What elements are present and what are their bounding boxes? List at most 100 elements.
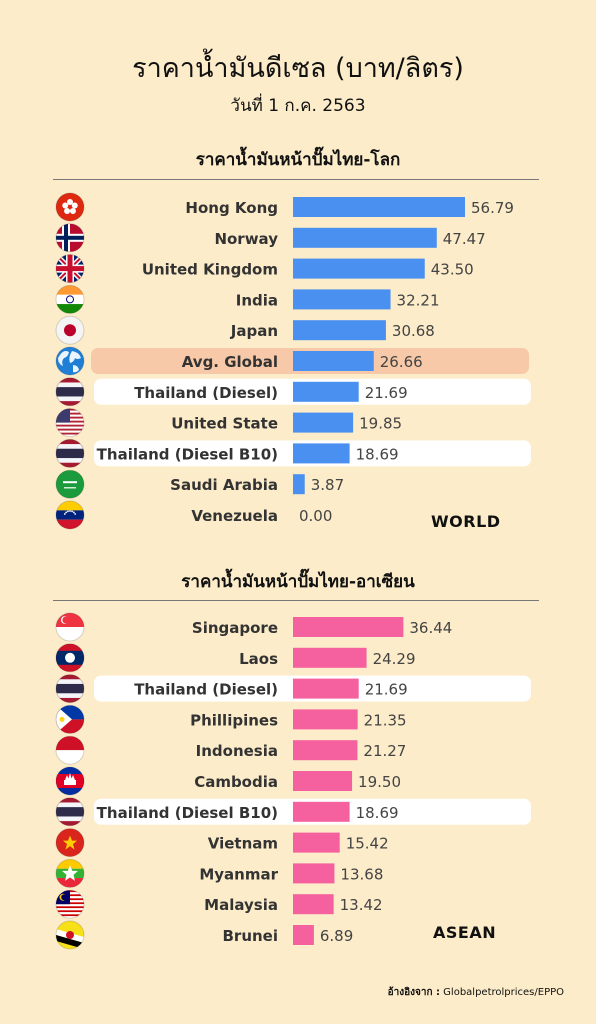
malaysia-flag-icon — [55, 889, 85, 919]
vietnam-flag-icon — [55, 828, 85, 858]
world-bar-chart-svg: Hong Kong 56.79 Norway 47.47 United Kingdom 4… — [55, 192, 531, 530]
thailand-flag-icon — [55, 438, 85, 468]
asean-category-label: Cambodia — [194, 773, 278, 791]
hongkong-flag-icon — [55, 192, 85, 222]
usa-flag-icon — [55, 408, 85, 438]
venezuela-flag-icon — [55, 500, 85, 530]
asean-value-label: 24.29 — [373, 650, 416, 668]
world-value-label: 30.68 — [392, 322, 435, 340]
uk-flag-icon — [55, 254, 85, 284]
saudi-flag-icon — [55, 469, 85, 499]
laos-flag-icon — [55, 643, 85, 673]
asean-section-title: ราคาน้ำมันหน้าปั๊มไทย-อาเซียน — [181, 572, 415, 592]
world-category-label: Norway — [214, 230, 278, 248]
asean-value-label: 19.50 — [358, 773, 401, 791]
asean-value-label: 21.69 — [365, 681, 408, 699]
source-note: อ้างอิงจาก : Globalpetrolprices/EPPO — [388, 985, 564, 1000]
india-flag-icon — [55, 284, 85, 314]
asean-bar — [293, 771, 353, 791]
asean-category-label: Malaysia — [204, 896, 278, 914]
asean-category-label: Phillipines — [190, 711, 278, 729]
cambodia-flag-icon — [55, 766, 85, 796]
world-bar — [293, 289, 391, 310]
asean-bar — [293, 617, 404, 637]
world-bar — [293, 381, 359, 402]
asean-bar — [293, 832, 340, 853]
asean-value-label: 18.69 — [356, 804, 399, 822]
source-label: อ้างอิงจาก : — [387, 987, 440, 998]
world-bar — [293, 227, 437, 248]
world-value-label: 21.69 — [365, 384, 408, 402]
thailand-flag-icon — [55, 377, 85, 407]
world-bar — [293, 412, 354, 433]
asean-bar-chart-svg: Singapore 36.44 Laos 24.29 Thailand (Diesel)… — [55, 612, 531, 950]
world-bar — [293, 351, 374, 371]
asean-bar — [293, 801, 350, 822]
world-category-label: Japan — [230, 322, 278, 340]
asean-bar — [293, 740, 358, 761]
indonesia-flag-icon — [55, 735, 85, 765]
world-value-label: 47.47 — [443, 230, 486, 248]
world-value-label: 56.79 — [471, 199, 514, 217]
page-title: ราคาน้ำมันดีเซล (บาท/ลิตร) — [132, 53, 464, 84]
asean-category-label: Thailand (Diesel B10) — [97, 804, 278, 822]
world-bar — [293, 197, 465, 217]
japan-flag-icon — [55, 315, 85, 345]
asean-bar — [293, 678, 359, 699]
asean-category-label: Brunei — [222, 927, 278, 945]
asean-category-label: Thailand (Diesel) — [134, 681, 278, 699]
asean-tag: ASEAN — [433, 923, 497, 942]
world-bar — [293, 258, 425, 279]
world-category-label: United Kingdom — [142, 261, 278, 279]
asean-value-label: 36.44 — [409, 619, 452, 637]
world-category-label: Venezuela — [191, 507, 278, 525]
myanmar-flag-icon — [55, 858, 85, 888]
asean-value-label: 13.42 — [340, 896, 383, 914]
asean-divider — [53, 600, 539, 601]
world-value-label: 3.87 — [311, 476, 344, 494]
world-value-label: 0.00 — [299, 507, 332, 525]
source-value: Globalpetrolprices/EPPO — [443, 987, 564, 998]
asean-chart: Singapore 36.44 Laos 24.29 Thailand (Diesel)… — [0, 610, 596, 959]
page-date: วันที่ 1 ก.ค. 2563 — [230, 96, 366, 116]
asean-category-label: Myanmar — [199, 865, 278, 883]
asean-bar — [293, 863, 335, 884]
asean-bar — [293, 925, 314, 945]
world-tag: WORLD — [431, 512, 501, 531]
world-bar — [293, 474, 305, 495]
asean-category-label: Vietnam — [208, 835, 278, 853]
world-category-label: United State — [171, 415, 278, 433]
world-category-label: Hong Kong — [185, 199, 278, 217]
thailand-flag-icon — [55, 674, 85, 704]
globe-icon — [55, 346, 85, 376]
asean-bar — [293, 894, 334, 915]
asean-bar — [293, 647, 367, 668]
asean-value-label: 6.89 — [320, 927, 353, 945]
world-divider — [53, 179, 539, 180]
asean-value-label: 13.68 — [340, 865, 383, 883]
asean-value-label: 15.42 — [346, 835, 389, 853]
world-value-label: 26.66 — [380, 353, 423, 371]
world-value-label: 43.50 — [431, 261, 474, 279]
thailand-flag-icon — [55, 797, 85, 827]
world-section-title: ราคาน้ำมันหน้าปั๊มไทย-โลก — [195, 150, 401, 170]
asean-category-label: Laos — [239, 650, 278, 668]
world-value-label: 19.85 — [359, 415, 402, 433]
world-value-label: 32.21 — [397, 291, 440, 309]
singapore-flag-icon — [55, 612, 85, 642]
world-value-label: 18.69 — [356, 445, 399, 463]
world-category-label: Avg. Global — [182, 353, 278, 371]
norway-flag-icon — [55, 223, 85, 253]
world-category-label: Thailand (Diesel B10) — [97, 445, 278, 463]
world-bar — [293, 320, 386, 341]
asean-category-label: Indonesia — [196, 742, 278, 760]
asean-value-label: 21.35 — [364, 711, 407, 729]
brunei-flag-icon — [55, 920, 85, 950]
world-bar — [293, 443, 350, 464]
world-category-label: India — [236, 291, 278, 309]
philippines-flag-icon — [55, 704, 85, 734]
world-category-label: Saudi Arabia — [170, 476, 278, 494]
world-category-label: Thailand (Diesel) — [134, 384, 278, 402]
asean-value-label: 21.27 — [363, 742, 406, 760]
asean-category-label: Singapore — [192, 619, 278, 637]
